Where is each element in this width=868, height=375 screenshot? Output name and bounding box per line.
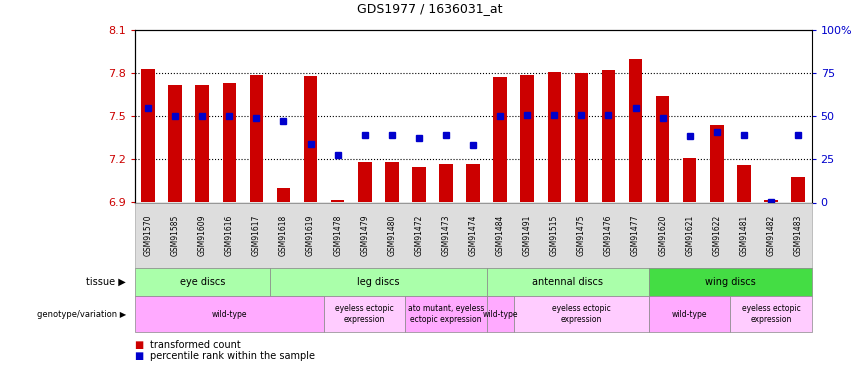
Text: GSM91617: GSM91617 <box>252 214 261 256</box>
Bar <box>195 85 209 203</box>
Text: GSM91570: GSM91570 <box>143 214 153 256</box>
Bar <box>493 77 507 203</box>
Text: eyeless ectopic
expression: eyeless ectopic expression <box>552 304 611 324</box>
Text: GSM91622: GSM91622 <box>713 214 721 256</box>
Text: ■: ■ <box>135 340 144 350</box>
Bar <box>656 96 669 202</box>
Text: wild-type: wild-type <box>483 309 518 318</box>
Text: GSM91473: GSM91473 <box>442 214 450 256</box>
Text: ato mutant, eyeless
ectopic expression: ato mutant, eyeless ectopic expression <box>408 304 484 324</box>
Bar <box>521 75 534 202</box>
Text: GSM91618: GSM91618 <box>279 214 288 256</box>
Bar <box>466 164 480 202</box>
Bar <box>141 69 155 203</box>
Bar <box>602 70 615 202</box>
Bar <box>764 200 778 202</box>
Bar <box>710 125 724 202</box>
Text: wild-type: wild-type <box>672 309 707 318</box>
Text: GSM91621: GSM91621 <box>685 214 694 256</box>
Text: GSM91619: GSM91619 <box>306 214 315 256</box>
Bar <box>304 76 318 202</box>
Text: GSM91478: GSM91478 <box>333 214 342 256</box>
Bar <box>412 166 425 202</box>
Text: GSM91609: GSM91609 <box>198 214 207 256</box>
Text: GSM91477: GSM91477 <box>631 214 640 256</box>
Text: GSM91480: GSM91480 <box>387 214 397 256</box>
Bar <box>168 85 182 203</box>
Text: wing discs: wing discs <box>705 277 756 287</box>
Text: GSM91585: GSM91585 <box>171 214 180 256</box>
Bar <box>358 162 372 202</box>
Text: GSM91483: GSM91483 <box>793 214 803 256</box>
Text: GSM91479: GSM91479 <box>360 214 369 256</box>
Text: GSM91482: GSM91482 <box>766 214 775 256</box>
Bar <box>385 162 398 202</box>
Bar <box>737 165 751 202</box>
Bar <box>277 188 290 202</box>
Bar <box>439 164 453 202</box>
Text: GSM91476: GSM91476 <box>604 214 613 256</box>
Text: GSM91481: GSM91481 <box>740 214 748 256</box>
Bar <box>683 158 696 203</box>
Text: leg discs: leg discs <box>357 277 399 287</box>
Text: GSM91484: GSM91484 <box>496 214 504 256</box>
Bar <box>575 73 589 202</box>
Text: tissue ▶: tissue ▶ <box>86 277 126 287</box>
Text: transformed count: transformed count <box>150 340 241 350</box>
Text: GSM91515: GSM91515 <box>549 214 559 256</box>
Text: GSM91491: GSM91491 <box>523 214 532 256</box>
Text: GSM91472: GSM91472 <box>414 214 424 256</box>
Text: genotype/variation ▶: genotype/variation ▶ <box>36 309 126 318</box>
Text: GSM91474: GSM91474 <box>469 214 477 256</box>
Bar <box>628 59 642 202</box>
Text: percentile rank within the sample: percentile rank within the sample <box>150 351 315 361</box>
Text: eyeless ectopic
expression: eyeless ectopic expression <box>741 304 800 324</box>
Text: eyeless ectopic
expression: eyeless ectopic expression <box>335 304 394 324</box>
Text: GSM91475: GSM91475 <box>577 214 586 256</box>
Text: eye discs: eye discs <box>180 277 225 287</box>
Bar <box>331 200 345 202</box>
Text: GDS1977 / 1636031_at: GDS1977 / 1636031_at <box>357 2 503 15</box>
Bar <box>548 72 561 202</box>
Bar <box>792 177 805 203</box>
Text: GSM91620: GSM91620 <box>658 214 667 256</box>
Bar <box>250 75 263 202</box>
Bar <box>222 83 236 203</box>
Text: GSM91616: GSM91616 <box>225 214 233 256</box>
Text: ■: ■ <box>135 351 144 361</box>
Text: antennal discs: antennal discs <box>532 277 603 287</box>
Text: wild-type: wild-type <box>212 309 247 318</box>
